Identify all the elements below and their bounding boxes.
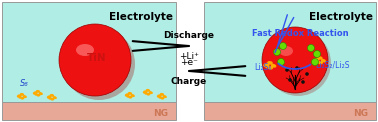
Circle shape — [277, 59, 285, 66]
Ellipse shape — [48, 98, 52, 100]
Circle shape — [307, 45, 314, 51]
Bar — [204, 2, 376, 102]
Ellipse shape — [126, 96, 130, 98]
Ellipse shape — [21, 97, 25, 100]
Text: +Li⁺: +Li⁺ — [179, 52, 199, 61]
Ellipse shape — [50, 94, 54, 97]
Circle shape — [265, 30, 331, 96]
Text: Electrolyte: Electrolyte — [309, 12, 373, 22]
Circle shape — [279, 42, 287, 50]
Circle shape — [313, 51, 321, 57]
Ellipse shape — [317, 56, 323, 60]
Ellipse shape — [34, 94, 38, 96]
Bar — [2, 102, 176, 120]
Ellipse shape — [157, 94, 162, 98]
Ellipse shape — [263, 63, 270, 67]
Circle shape — [63, 28, 135, 100]
Ellipse shape — [47, 95, 52, 99]
Text: NG: NG — [353, 108, 368, 117]
Circle shape — [262, 27, 328, 93]
Ellipse shape — [318, 61, 323, 64]
Ellipse shape — [267, 61, 273, 65]
Ellipse shape — [265, 66, 270, 69]
Circle shape — [59, 24, 131, 96]
Circle shape — [285, 68, 289, 72]
Ellipse shape — [161, 97, 164, 100]
Ellipse shape — [37, 94, 40, 97]
Text: +e⁻: +e⁻ — [180, 58, 198, 67]
Text: Discharge: Discharge — [164, 31, 214, 40]
Ellipse shape — [125, 93, 130, 97]
Text: Li₂S₂/Li₂S: Li₂S₂/Li₂S — [316, 61, 350, 70]
Ellipse shape — [20, 93, 24, 96]
Ellipse shape — [316, 61, 320, 63]
Ellipse shape — [36, 90, 40, 93]
Ellipse shape — [149, 91, 153, 94]
Ellipse shape — [53, 96, 57, 99]
Ellipse shape — [39, 92, 43, 95]
Ellipse shape — [129, 96, 132, 99]
Ellipse shape — [279, 46, 293, 56]
Circle shape — [274, 49, 280, 56]
Ellipse shape — [163, 95, 167, 98]
Ellipse shape — [160, 93, 164, 96]
Ellipse shape — [128, 92, 132, 95]
Ellipse shape — [51, 98, 54, 101]
Ellipse shape — [144, 93, 148, 95]
Ellipse shape — [17, 94, 22, 98]
Ellipse shape — [23, 95, 27, 98]
Ellipse shape — [33, 91, 38, 95]
Text: Fast Redox Reaction: Fast Redox Reaction — [252, 30, 348, 39]
Ellipse shape — [147, 93, 150, 96]
Ellipse shape — [271, 64, 276, 68]
Circle shape — [295, 66, 299, 70]
Ellipse shape — [131, 94, 135, 97]
Bar — [204, 102, 376, 120]
Ellipse shape — [146, 89, 150, 92]
Bar — [2, 2, 176, 102]
Circle shape — [311, 59, 319, 66]
Ellipse shape — [76, 44, 94, 56]
Circle shape — [301, 80, 305, 84]
Circle shape — [288, 78, 292, 82]
Text: TiN: TiN — [87, 53, 107, 63]
Text: Electrolyte: Electrolyte — [109, 12, 173, 22]
Text: S₈: S₈ — [20, 78, 29, 87]
Ellipse shape — [321, 59, 326, 63]
Ellipse shape — [143, 90, 148, 94]
Circle shape — [305, 72, 309, 76]
Ellipse shape — [314, 58, 320, 62]
Text: Li₂S₆: Li₂S₆ — [254, 63, 272, 72]
Ellipse shape — [19, 97, 22, 99]
Ellipse shape — [268, 66, 273, 70]
Text: NG: NG — [153, 108, 168, 117]
Ellipse shape — [158, 97, 162, 99]
Text: Charge: Charge — [171, 77, 207, 86]
